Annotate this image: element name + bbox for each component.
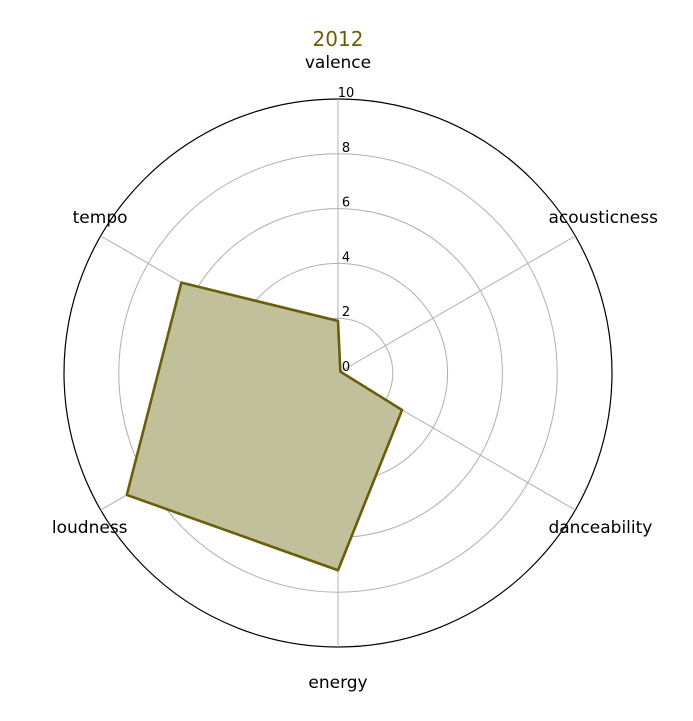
- tick-label-10: 10: [338, 86, 355, 101]
- tick-label-6: 6: [342, 196, 350, 211]
- axis-label-loudness: loudness: [52, 518, 128, 538]
- tick-label-2: 2: [342, 305, 350, 320]
- series-area-2012: [126, 282, 403, 571]
- axis-label-energy: energy: [308, 673, 367, 693]
- axis-label-acousticness: acousticness: [548, 208, 658, 228]
- radial-tick-labels: 0 2 4 6 8 10: [338, 86, 355, 375]
- axis-label-valence: valence: [305, 53, 371, 73]
- spoke-acousticness: [337, 235, 576, 374]
- tick-label-4: 4: [342, 250, 350, 265]
- chart-title: 2012: [313, 27, 364, 51]
- tick-label-8: 8: [342, 141, 350, 156]
- radar-series: [125, 281, 404, 572]
- axis-label-danceability: danceability: [548, 518, 652, 538]
- axis-label-tempo: tempo: [73, 208, 128, 228]
- series-line-2012: [125, 281, 404, 572]
- tick-label-0: 0: [342, 360, 350, 375]
- axis-labels: valence acousticness danceability energy lou…: [52, 53, 658, 693]
